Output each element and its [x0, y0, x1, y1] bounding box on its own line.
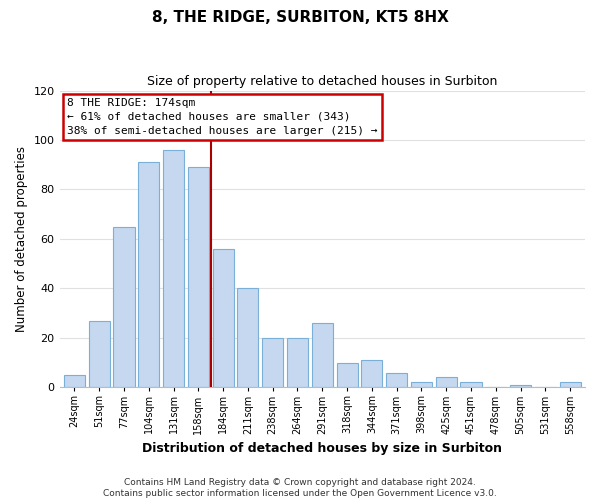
Bar [212, 249, 233, 388]
Bar [411, 382, 432, 388]
Bar [386, 372, 407, 388]
Bar [337, 362, 358, 388]
Text: 8 THE RIDGE: 174sqm
← 61% of detached houses are smaller (343)
38% of semi-detac: 8 THE RIDGE: 174sqm ← 61% of detached ho… [67, 98, 378, 136]
Bar [64, 375, 85, 388]
Bar [188, 167, 209, 388]
Bar [89, 320, 110, 388]
Bar [113, 226, 134, 388]
Bar [361, 360, 382, 388]
Text: 8, THE RIDGE, SURBITON, KT5 8HX: 8, THE RIDGE, SURBITON, KT5 8HX [152, 10, 448, 25]
Title: Size of property relative to detached houses in Surbiton: Size of property relative to detached ho… [147, 75, 497, 88]
Bar [560, 382, 581, 388]
X-axis label: Distribution of detached houses by size in Surbiton: Distribution of detached houses by size … [142, 442, 502, 455]
Bar [262, 338, 283, 388]
Bar [238, 288, 259, 388]
Bar [163, 150, 184, 388]
Bar [287, 338, 308, 388]
Bar [436, 378, 457, 388]
Bar [510, 385, 531, 388]
Y-axis label: Number of detached properties: Number of detached properties [15, 146, 28, 332]
Bar [312, 323, 333, 388]
Bar [138, 162, 160, 388]
Text: Contains HM Land Registry data © Crown copyright and database right 2024.
Contai: Contains HM Land Registry data © Crown c… [103, 478, 497, 498]
Bar [460, 382, 482, 388]
